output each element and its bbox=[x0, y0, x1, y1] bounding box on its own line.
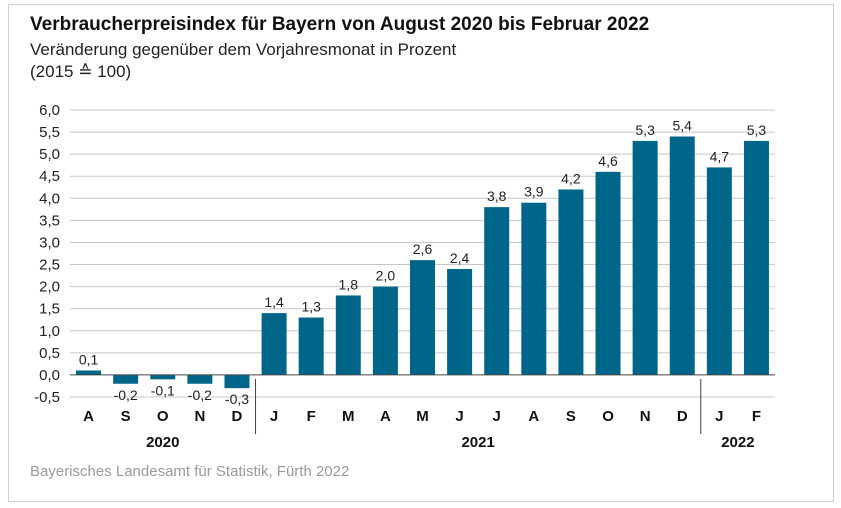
y-tick-label: 5,5 bbox=[39, 124, 60, 141]
bar bbox=[372, 286, 398, 375]
data-label: 2,6 bbox=[413, 241, 433, 257]
data-label: 3,9 bbox=[524, 184, 544, 200]
x-tick-label: N bbox=[640, 408, 651, 425]
data-label: 2,4 bbox=[450, 250, 470, 266]
bar bbox=[706, 167, 732, 375]
bar bbox=[261, 313, 287, 375]
x-tick-label: J bbox=[715, 408, 723, 425]
y-tick-label: 2,0 bbox=[39, 279, 60, 296]
bar bbox=[669, 136, 695, 375]
data-label: -0,2 bbox=[188, 387, 212, 403]
x-tick-label: D bbox=[232, 408, 243, 425]
x-tick-label: O bbox=[157, 408, 169, 425]
y-tick-label: -0,5 bbox=[34, 389, 60, 406]
x-tick-label: A bbox=[528, 408, 539, 425]
bar bbox=[335, 295, 361, 375]
bar bbox=[76, 370, 102, 375]
data-label: 4,7 bbox=[710, 148, 730, 164]
x-tick-label: A bbox=[380, 408, 391, 425]
x-tick-label: S bbox=[566, 408, 576, 425]
bar bbox=[298, 317, 324, 375]
chart-base-note: (2015 ≙ 100) bbox=[30, 62, 132, 81]
year-label: 2022 bbox=[721, 434, 754, 451]
data-label: 5,4 bbox=[673, 117, 693, 133]
data-label: 2,0 bbox=[376, 268, 396, 284]
y-tick-label: 0,0 bbox=[39, 367, 60, 384]
data-label: 1,8 bbox=[339, 276, 359, 292]
data-label: 5,3 bbox=[747, 122, 767, 138]
x-tick-label: O bbox=[602, 408, 614, 425]
y-tick-label: 0,5 bbox=[39, 345, 60, 362]
bar bbox=[595, 171, 621, 375]
bar bbox=[410, 260, 435, 375]
data-label: -0,1 bbox=[151, 382, 175, 398]
bar bbox=[447, 268, 473, 375]
bar bbox=[187, 374, 213, 384]
bar bbox=[224, 374, 250, 389]
data-label: 0,1 bbox=[79, 352, 99, 368]
chart-subtitle: Veränderung gegenüber dem Vorjahresmonat… bbox=[30, 40, 457, 59]
bar bbox=[632, 140, 658, 375]
y-tick-label: 2,5 bbox=[39, 257, 60, 274]
data-label: 5,3 bbox=[635, 122, 655, 138]
bar bbox=[113, 374, 139, 384]
x-tick-label: D bbox=[677, 408, 688, 425]
y-tick-label: 6,0 bbox=[39, 102, 60, 119]
source-note: Bayerisches Landesamt für Statistik, Für… bbox=[30, 463, 350, 480]
y-tick-label: 5,0 bbox=[39, 146, 60, 163]
x-tick-label: F bbox=[752, 408, 761, 425]
x-tick-label: M bbox=[342, 408, 355, 425]
data-label: -0,2 bbox=[114, 387, 138, 403]
x-tick-label: J bbox=[493, 408, 501, 425]
x-tick-label: M bbox=[416, 408, 429, 425]
y-tick-label: 1,0 bbox=[39, 323, 60, 340]
y-tick-label: 3,0 bbox=[39, 234, 60, 251]
y-tick-label: 1,5 bbox=[39, 301, 60, 318]
year-label: 2020 bbox=[146, 434, 179, 451]
bar bbox=[558, 189, 584, 375]
chart-frame bbox=[8, 4, 834, 502]
data-label: 4,2 bbox=[561, 170, 581, 186]
x-tick-label: A bbox=[83, 408, 94, 425]
y-tick-label: 4,5 bbox=[39, 168, 60, 185]
y-tick-label: 3,5 bbox=[39, 212, 60, 229]
data-label: 1,3 bbox=[301, 299, 321, 315]
data-label: 3,8 bbox=[487, 188, 507, 204]
bar bbox=[150, 374, 176, 380]
y-tick-label: 4,0 bbox=[39, 190, 60, 207]
data-label: 1,4 bbox=[264, 294, 284, 310]
bar bbox=[484, 207, 510, 375]
x-tick-label: S bbox=[121, 408, 131, 425]
x-tick-label: F bbox=[307, 408, 316, 425]
x-tick-label: N bbox=[194, 408, 205, 425]
year-label: 2021 bbox=[461, 434, 494, 451]
bar bbox=[521, 202, 547, 375]
bar bbox=[743, 140, 769, 375]
data-label: -0,3 bbox=[225, 391, 249, 407]
x-tick-label: J bbox=[270, 408, 278, 425]
chart-title: Verbraucherpreisindex für Bayern von Aug… bbox=[30, 14, 650, 35]
x-tick-label: J bbox=[455, 408, 463, 425]
data-label: 4,6 bbox=[598, 153, 618, 169]
